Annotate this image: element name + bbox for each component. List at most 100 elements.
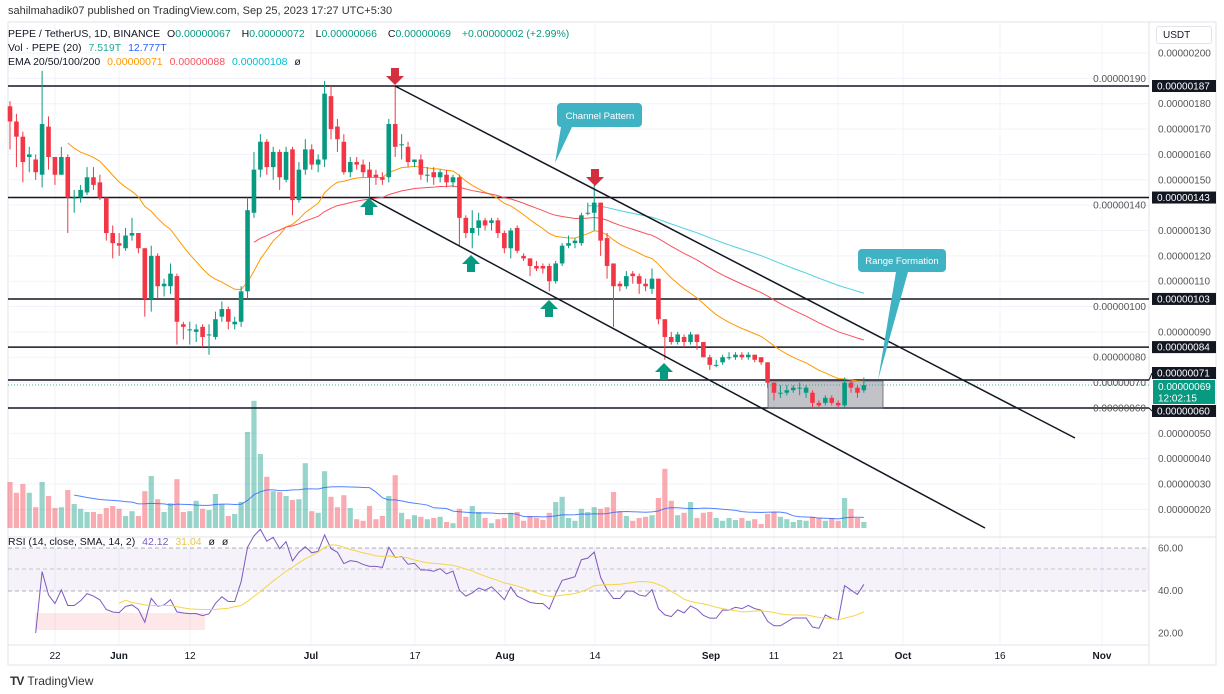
channel-upper-trendline[interactable]: [394, 85, 1076, 439]
candle[interactable]: [752, 354, 758, 363]
candle[interactable]: [200, 324, 205, 348]
candle[interactable]: [155, 253, 160, 299]
candle[interactable]: [39, 70, 45, 188]
candle[interactable]: [591, 184, 597, 231]
candle[interactable]: [566, 235, 571, 249]
candle[interactable]: [418, 154, 424, 180]
candle[interactable]: [315, 154, 321, 173]
candle[interactable]: [104, 197, 109, 241]
candle[interactable]: [508, 227, 514, 259]
candle[interactable]: [322, 80, 327, 168]
candle[interactable]: [65, 154, 71, 234]
candle[interactable]: [26, 146, 32, 173]
candle[interactable]: [303, 139, 308, 175]
candle[interactable]: [559, 243, 565, 266]
candle[interactable]: [842, 377, 847, 408]
candle[interactable]: [116, 233, 122, 256]
candle[interactable]: [790, 385, 796, 393]
candle[interactable]: [803, 385, 809, 398]
candle[interactable]: [238, 286, 244, 327]
candle[interactable]: [444, 169, 449, 188]
candle[interactable]: [270, 146, 276, 180]
candle[interactable]: [643, 278, 648, 292]
candle[interactable]: [668, 331, 674, 345]
candle[interactable]: [392, 86, 398, 157]
candle[interactable]: [277, 149, 282, 190]
candle[interactable]: [457, 174, 462, 246]
candle[interactable]: [611, 263, 616, 327]
candle[interactable]: [835, 400, 841, 408]
candle[interactable]: [174, 273, 180, 345]
candle[interactable]: [681, 334, 687, 348]
candle[interactable]: [636, 273, 642, 294]
candle[interactable]: [829, 395, 835, 406]
candle[interactable]: [425, 167, 430, 183]
candle[interactable]: [386, 118, 392, 183]
candle[interactable]: [534, 260, 539, 272]
candle[interactable]: [206, 324, 212, 355]
candle[interactable]: [656, 278, 661, 325]
candle[interactable]: [688, 331, 693, 345]
candle[interactable]: [373, 169, 379, 185]
candle[interactable]: [367, 162, 372, 198]
candle[interactable]: [733, 352, 738, 360]
candle[interactable]: [482, 217, 488, 231]
candle[interactable]: [546, 263, 552, 292]
candle[interactable]: [540, 263, 546, 274]
candle[interactable]: [290, 146, 295, 216]
price-axis[interactable]: 0.00000200 0.00000190 0.00000180 0.00000170…: [1093, 49, 1211, 516]
candle[interactable]: [354, 156, 359, 170]
candle[interactable]: [450, 174, 456, 188]
candle[interactable]: [84, 167, 90, 196]
candle[interactable]: [848, 380, 854, 393]
candle[interactable]: [495, 217, 501, 239]
candle[interactable]: [771, 382, 777, 401]
candle[interactable]: [71, 189, 77, 213]
candle[interactable]: [726, 352, 732, 360]
candle[interactable]: [91, 167, 96, 190]
candle[interactable]: [662, 319, 668, 360]
volume-label[interactable]: Vol · PEPE (20): [8, 42, 82, 54]
candle[interactable]: [309, 144, 315, 170]
candle[interactable]: [136, 233, 141, 254]
symbol-name[interactable]: PEPE / TetherUS, 1D, BINANCE: [8, 28, 161, 40]
candle[interactable]: [181, 321, 186, 340]
candle[interactable]: [463, 215, 469, 239]
candle[interactable]: [296, 162, 302, 203]
candle[interactable]: [142, 248, 148, 317]
candle[interactable]: [399, 134, 404, 160]
candle[interactable]: [78, 184, 83, 203]
candle[interactable]: [264, 139, 270, 175]
candle[interactable]: [797, 382, 802, 396]
candle[interactable]: [861, 377, 867, 393]
candle[interactable]: [739, 352, 745, 360]
candle[interactable]: [52, 156, 58, 185]
candle[interactable]: [855, 385, 860, 398]
candle[interactable]: [694, 334, 700, 350]
candle[interactable]: [675, 331, 680, 345]
candle[interactable]: [701, 342, 706, 358]
candle[interactable]: [405, 141, 411, 168]
candle[interactable]: [823, 395, 828, 406]
channel-pattern-callout[interactable]: Channel Pattern: [555, 103, 642, 163]
candle[interactable]: [649, 268, 655, 294]
candle[interactable]: [347, 156, 353, 178]
candle[interactable]: [502, 230, 507, 254]
candle[interactable]: [431, 167, 437, 185]
candle[interactable]: [360, 159, 366, 178]
candle[interactable]: [7, 101, 13, 150]
candle[interactable]: [193, 324, 199, 343]
candle[interactable]: [476, 212, 481, 236]
candle[interactable]: [123, 227, 128, 251]
rsi-label[interactable]: RSI (14, close, SMA, 14, 2): [8, 536, 136, 548]
candle[interactable]: [20, 131, 26, 183]
candle[interactable]: [624, 271, 629, 289]
footer-brand[interactable]: TV TradingView: [10, 674, 93, 688]
candle[interactable]: [232, 316, 237, 330]
candle[interactable]: [187, 321, 193, 345]
candle[interactable]: [617, 281, 623, 292]
candle[interactable]: [553, 260, 558, 284]
candle[interactable]: [129, 217, 135, 241]
channel-lower-trendline[interactable]: [369, 197, 986, 529]
